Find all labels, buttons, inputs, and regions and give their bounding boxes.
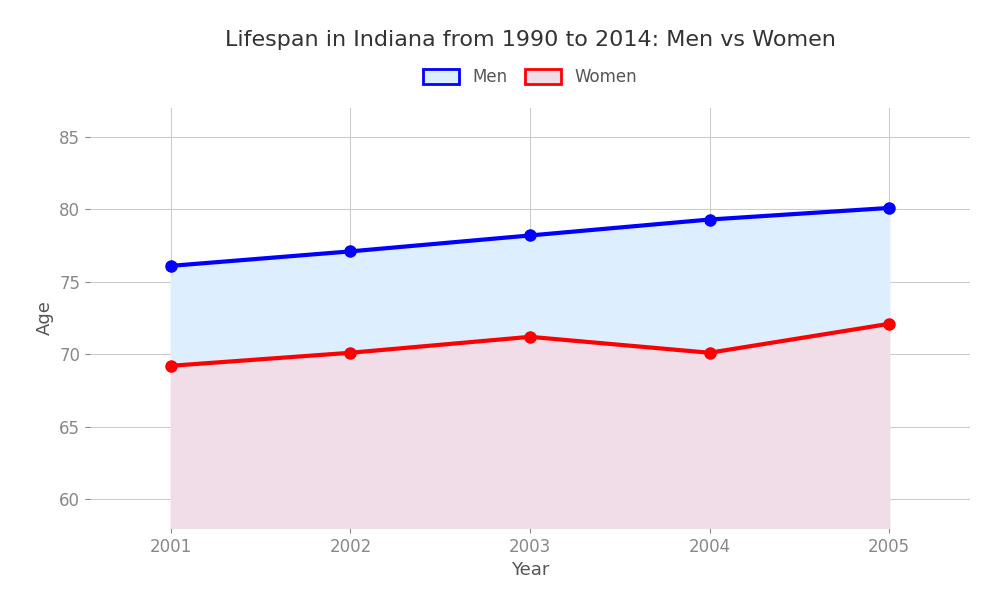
Legend: Men, Women: Men, Women [416,62,644,93]
Title: Lifespan in Indiana from 1990 to 2014: Men vs Women: Lifespan in Indiana from 1990 to 2014: M… [225,29,835,49]
Y-axis label: Age: Age [36,301,54,335]
X-axis label: Year: Year [511,561,549,579]
